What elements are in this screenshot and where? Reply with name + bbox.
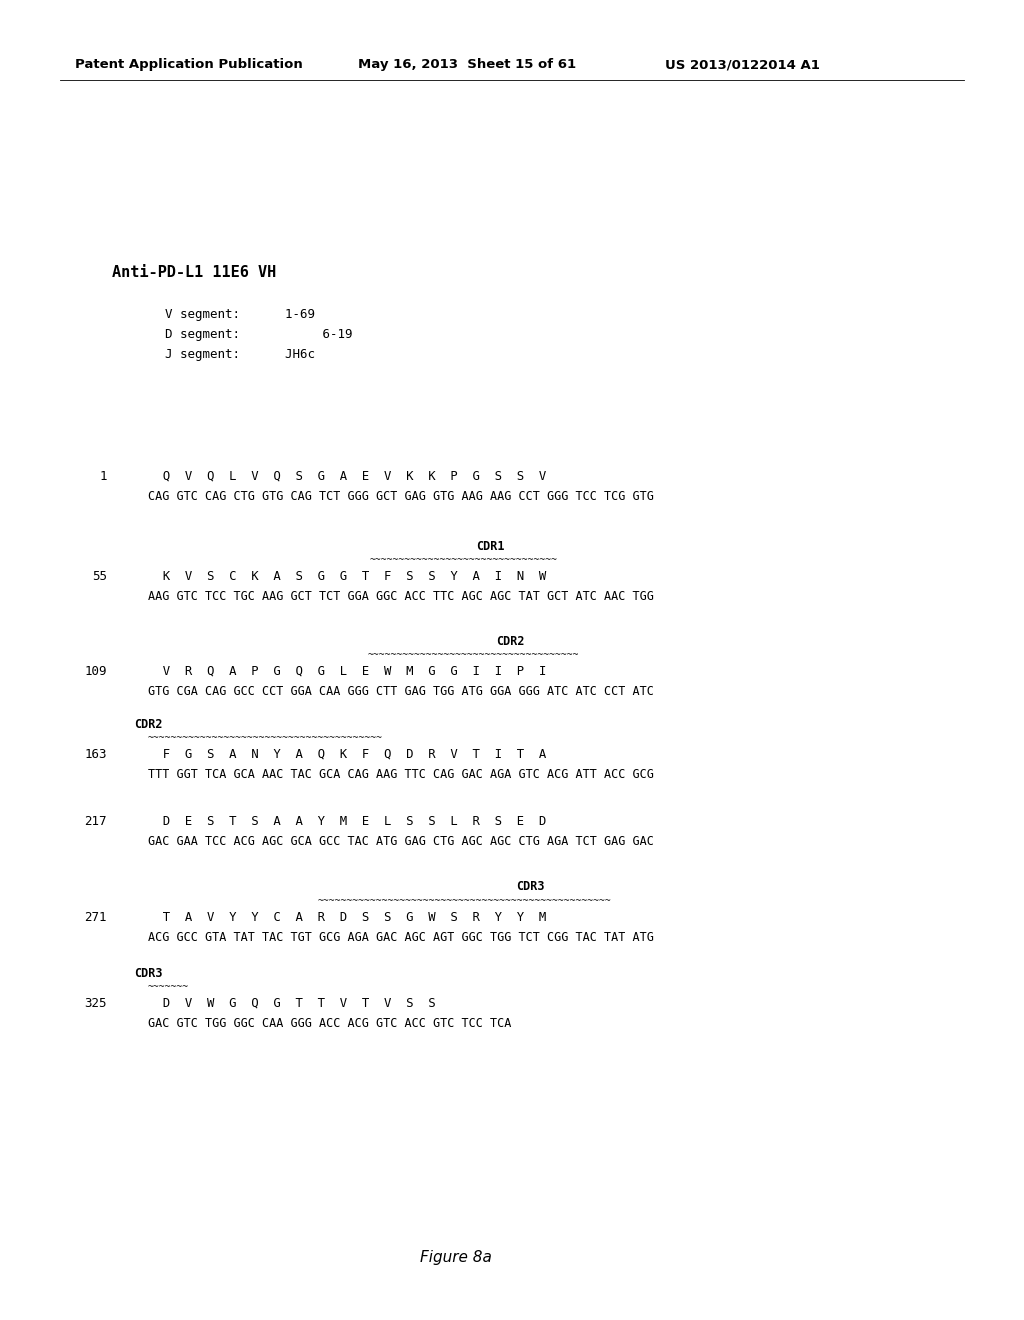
Text: CDR2: CDR2: [496, 635, 524, 648]
Text: V  R  Q  A  P  G  Q  G  L  E  W  M  G  G  I  I  P  I: V R Q A P G Q G L E W M G G I I P I: [148, 665, 546, 678]
Text: ~~~~~~~~~~~~~~~~~~~~~~~~~~~~~~~~~~~~~~~~: ~~~~~~~~~~~~~~~~~~~~~~~~~~~~~~~~~~~~~~~~: [148, 733, 383, 743]
Text: 325: 325: [85, 997, 106, 1010]
Text: ~~~~~~~~~~~~~~~~~~~~~~~~~~~~~~~~: ~~~~~~~~~~~~~~~~~~~~~~~~~~~~~~~~: [370, 554, 558, 565]
Text: 109: 109: [85, 665, 106, 678]
Text: 1: 1: [99, 470, 106, 483]
Text: CDR1: CDR1: [476, 540, 504, 553]
Text: D segment:           6-19: D segment: 6-19: [165, 327, 352, 341]
Text: ~~~~~~~~~~~~~~~~~~~~~~~~~~~~~~~~~~~~~~~~~~~~~~~~~~: ~~~~~~~~~~~~~~~~~~~~~~~~~~~~~~~~~~~~~~~~…: [318, 896, 611, 906]
Text: GTG CGA CAG GCC CCT GGA CAA GGG CTT GAG TGG ATG GGA GGG ATC ATC CCT ATC: GTG CGA CAG GCC CCT GGA CAA GGG CTT GAG …: [148, 685, 654, 698]
Text: CDR2: CDR2: [134, 718, 162, 731]
Text: May 16, 2013  Sheet 15 of 61: May 16, 2013 Sheet 15 of 61: [358, 58, 577, 71]
Text: TTT GGT TCA GCA AAC TAC GCA CAG AAG TTC CAG GAC AGA GTC ACG ATT ACC GCG: TTT GGT TCA GCA AAC TAC GCA CAG AAG TTC …: [148, 768, 654, 781]
Text: Anti-PD-L1 11E6 VH: Anti-PD-L1 11E6 VH: [112, 265, 276, 280]
Text: ~~~~~~~: ~~~~~~~: [148, 982, 189, 993]
Text: AAG GTC TCC TGC AAG GCT TCT GGA GGC ACC TTC AGC AGC TAT GCT ATC AAC TGG: AAG GTC TCC TGC AAG GCT TCT GGA GGC ACC …: [148, 590, 654, 603]
Text: CDR3: CDR3: [134, 968, 162, 979]
Text: 163: 163: [85, 748, 106, 762]
Text: CAG GTC CAG CTG GTG CAG TCT GGG GCT GAG GTG AAG AAG CCT GGG TCC TCG GTG: CAG GTC CAG CTG GTG CAG TCT GGG GCT GAG …: [148, 490, 654, 503]
Text: Patent Application Publication: Patent Application Publication: [75, 58, 303, 71]
Text: J segment:      JH6c: J segment: JH6c: [165, 348, 315, 360]
Text: D  E  S  T  S  A  A  Y  M  E  L  S  S  L  R  S  E  D: D E S T S A A Y M E L S S L R S E D: [148, 814, 546, 828]
Text: V segment:      1-69: V segment: 1-69: [165, 308, 315, 321]
Text: D  V  W  G  Q  G  T  T  V  T  V  S  S: D V W G Q G T T V T V S S: [148, 997, 435, 1010]
Text: GAC GAA TCC ACG AGC GCA GCC TAC ATG GAG CTG AGC AGC CTG AGA TCT GAG GAC: GAC GAA TCC ACG AGC GCA GCC TAC ATG GAG …: [148, 836, 654, 847]
Text: K  V  S  C  K  A  S  G  G  T  F  S  S  Y  A  I  N  W: K V S C K A S G G T F S S Y A I N W: [148, 570, 546, 583]
Text: ~~~~~~~~~~~~~~~~~~~~~~~~~~~~~~~~~~~~: ~~~~~~~~~~~~~~~~~~~~~~~~~~~~~~~~~~~~: [368, 649, 580, 660]
Text: T  A  V  Y  Y  C  A  R  D  S  S  G  W  S  R  Y  Y  M: T A V Y Y C A R D S S G W S R Y Y M: [148, 911, 546, 924]
Text: 271: 271: [85, 911, 106, 924]
Text: CDR3: CDR3: [516, 880, 544, 894]
Text: ACG GCC GTA TAT TAC TGT GCG AGA GAC AGC AGT GGC TGG TCT CGG TAC TAT ATG: ACG GCC GTA TAT TAC TGT GCG AGA GAC AGC …: [148, 931, 654, 944]
Text: Q  V  Q  L  V  Q  S  G  A  E  V  K  K  P  G  S  S  V: Q V Q L V Q S G A E V K K P G S S V: [148, 470, 546, 483]
Text: US 2013/0122014 A1: US 2013/0122014 A1: [665, 58, 820, 71]
Text: Figure 8a: Figure 8a: [420, 1250, 492, 1265]
Text: GAC GTC TGG GGC CAA GGG ACC ACG GTC ACC GTC TCC TCA: GAC GTC TGG GGC CAA GGG ACC ACG GTC ACC …: [148, 1016, 511, 1030]
Text: 217: 217: [85, 814, 106, 828]
Text: 55: 55: [92, 570, 106, 583]
Text: F  G  S  A  N  Y  A  Q  K  F  Q  D  R  V  T  I  T  A: F G S A N Y A Q K F Q D R V T I T A: [148, 748, 546, 762]
